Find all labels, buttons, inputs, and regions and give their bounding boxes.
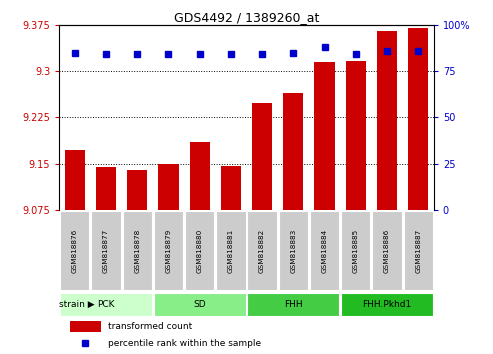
FancyBboxPatch shape: [154, 292, 246, 316]
Bar: [377, 31, 397, 210]
Bar: [158, 164, 178, 210]
Bar: [346, 61, 366, 210]
Bar: [70, 321, 101, 332]
FancyBboxPatch shape: [123, 211, 152, 290]
Bar: [96, 167, 116, 210]
FancyBboxPatch shape: [154, 211, 183, 290]
Text: GSM818885: GSM818885: [353, 228, 359, 273]
Bar: [127, 170, 147, 210]
Text: PCK: PCK: [97, 300, 115, 309]
Bar: [408, 28, 428, 210]
Text: FHH.Pkhd1: FHH.Pkhd1: [362, 300, 412, 309]
FancyBboxPatch shape: [279, 211, 308, 290]
FancyBboxPatch shape: [310, 211, 339, 290]
FancyBboxPatch shape: [372, 211, 402, 290]
Title: GDS4492 / 1389260_at: GDS4492 / 1389260_at: [174, 11, 319, 24]
FancyBboxPatch shape: [341, 292, 433, 316]
FancyBboxPatch shape: [404, 211, 433, 290]
Text: GSM818877: GSM818877: [103, 228, 109, 273]
Text: SD: SD: [193, 300, 206, 309]
Text: percentile rank within the sample: percentile rank within the sample: [108, 339, 261, 348]
Text: GSM818886: GSM818886: [384, 228, 390, 273]
Bar: [189, 142, 210, 210]
FancyBboxPatch shape: [60, 211, 89, 290]
FancyBboxPatch shape: [60, 292, 152, 316]
Text: GSM818881: GSM818881: [228, 228, 234, 273]
FancyBboxPatch shape: [185, 211, 214, 290]
Text: GSM818879: GSM818879: [166, 228, 172, 273]
Text: GSM818878: GSM818878: [134, 228, 140, 273]
Bar: [315, 62, 335, 210]
FancyBboxPatch shape: [247, 292, 339, 316]
Text: strain ▶: strain ▶: [59, 300, 95, 309]
Bar: [283, 93, 304, 210]
Text: GSM818876: GSM818876: [72, 228, 78, 273]
Text: GSM818882: GSM818882: [259, 228, 265, 273]
Text: FHH: FHH: [284, 300, 303, 309]
FancyBboxPatch shape: [216, 211, 246, 290]
Text: GSM818884: GSM818884: [321, 228, 327, 273]
FancyBboxPatch shape: [341, 211, 370, 290]
FancyBboxPatch shape: [247, 211, 277, 290]
Text: GSM818887: GSM818887: [415, 228, 421, 273]
Text: GSM818880: GSM818880: [197, 228, 203, 273]
Bar: [65, 150, 85, 210]
Bar: [221, 166, 241, 210]
FancyBboxPatch shape: [91, 211, 121, 290]
Text: GSM818883: GSM818883: [290, 228, 296, 273]
Text: transformed count: transformed count: [108, 322, 192, 331]
Bar: [252, 103, 272, 210]
